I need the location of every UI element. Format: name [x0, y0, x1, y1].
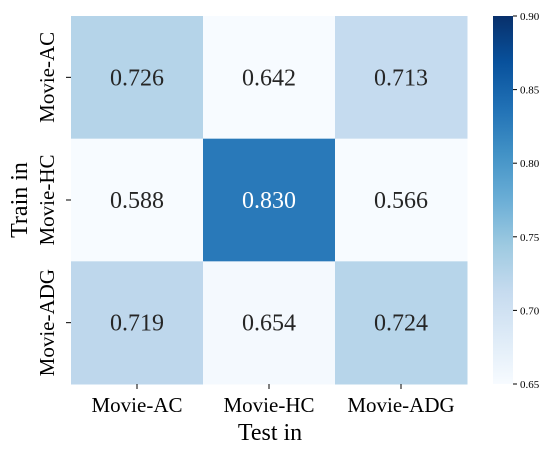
heatmap-cells — [71, 16, 468, 385]
cell-value-label: 0.713 — [374, 65, 428, 91]
cell-value-labels: 0.726 0.642 0.713 0.588 0.830 0.566 0.719 0.654… — [110, 65, 428, 336]
heatmap-cell — [335, 138, 468, 262]
colorbar-tick-label: 0.75 — [520, 232, 540, 244]
colorbar: 0.65 0.70 0.75 0.80 0.85 0.90 — [493, 11, 540, 391]
cell-value-label: 0.566 — [374, 188, 428, 214]
x-tick-label: Movie-HC — [224, 393, 315, 417]
cell-value-label: 0.719 — [110, 311, 164, 337]
colorbar-gradient — [493, 16, 513, 384]
y-axis-label: Train in — [7, 162, 33, 238]
heatmap-cell — [335, 16, 468, 140]
y-tick-label: Movie-ADG — [35, 269, 59, 376]
colorbar-ticks: 0.65 0.70 0.75 0.80 0.85 0.90 — [513, 11, 540, 391]
x-tick-label: Movie-AC — [92, 393, 183, 417]
colorbar-tick-label: 0.70 — [520, 305, 540, 317]
cell-value-label: 0.642 — [242, 65, 296, 91]
cell-value-label: 0.726 — [110, 65, 164, 91]
colorbar-tick-label: 0.65 — [520, 379, 540, 391]
heatmap-cell — [203, 16, 336, 140]
colorbar-tick-label: 0.90 — [520, 11, 540, 23]
y-tick-label: Movie-AC — [35, 32, 59, 123]
x-axis-label: Test in — [238, 420, 302, 446]
heatmap-cell — [203, 261, 336, 385]
cell-value-label: 0.724 — [374, 311, 428, 337]
cell-value-label: 0.588 — [110, 188, 164, 214]
y-axis-ticks: Movie-AC Movie-HC Movie-ADG — [35, 32, 71, 376]
heatmap-cell — [71, 261, 204, 385]
x-tick-label: Movie-ADG — [347, 393, 454, 417]
colorbar-tick-label: 0.80 — [520, 158, 540, 170]
y-tick-label: Movie-HC — [35, 155, 59, 246]
colorbar-tick-label: 0.85 — [520, 85, 540, 97]
heatmap-cell — [71, 16, 204, 140]
cell-value-label: 0.654 — [242, 311, 296, 337]
x-axis-ticks: Movie-AC Movie-HC Movie-ADG — [92, 384, 455, 417]
heatmap-cell — [71, 138, 204, 262]
heatmap-cell — [203, 138, 336, 262]
heatmap-cell — [335, 261, 468, 385]
cell-value-label: 0.830 — [242, 188, 296, 214]
